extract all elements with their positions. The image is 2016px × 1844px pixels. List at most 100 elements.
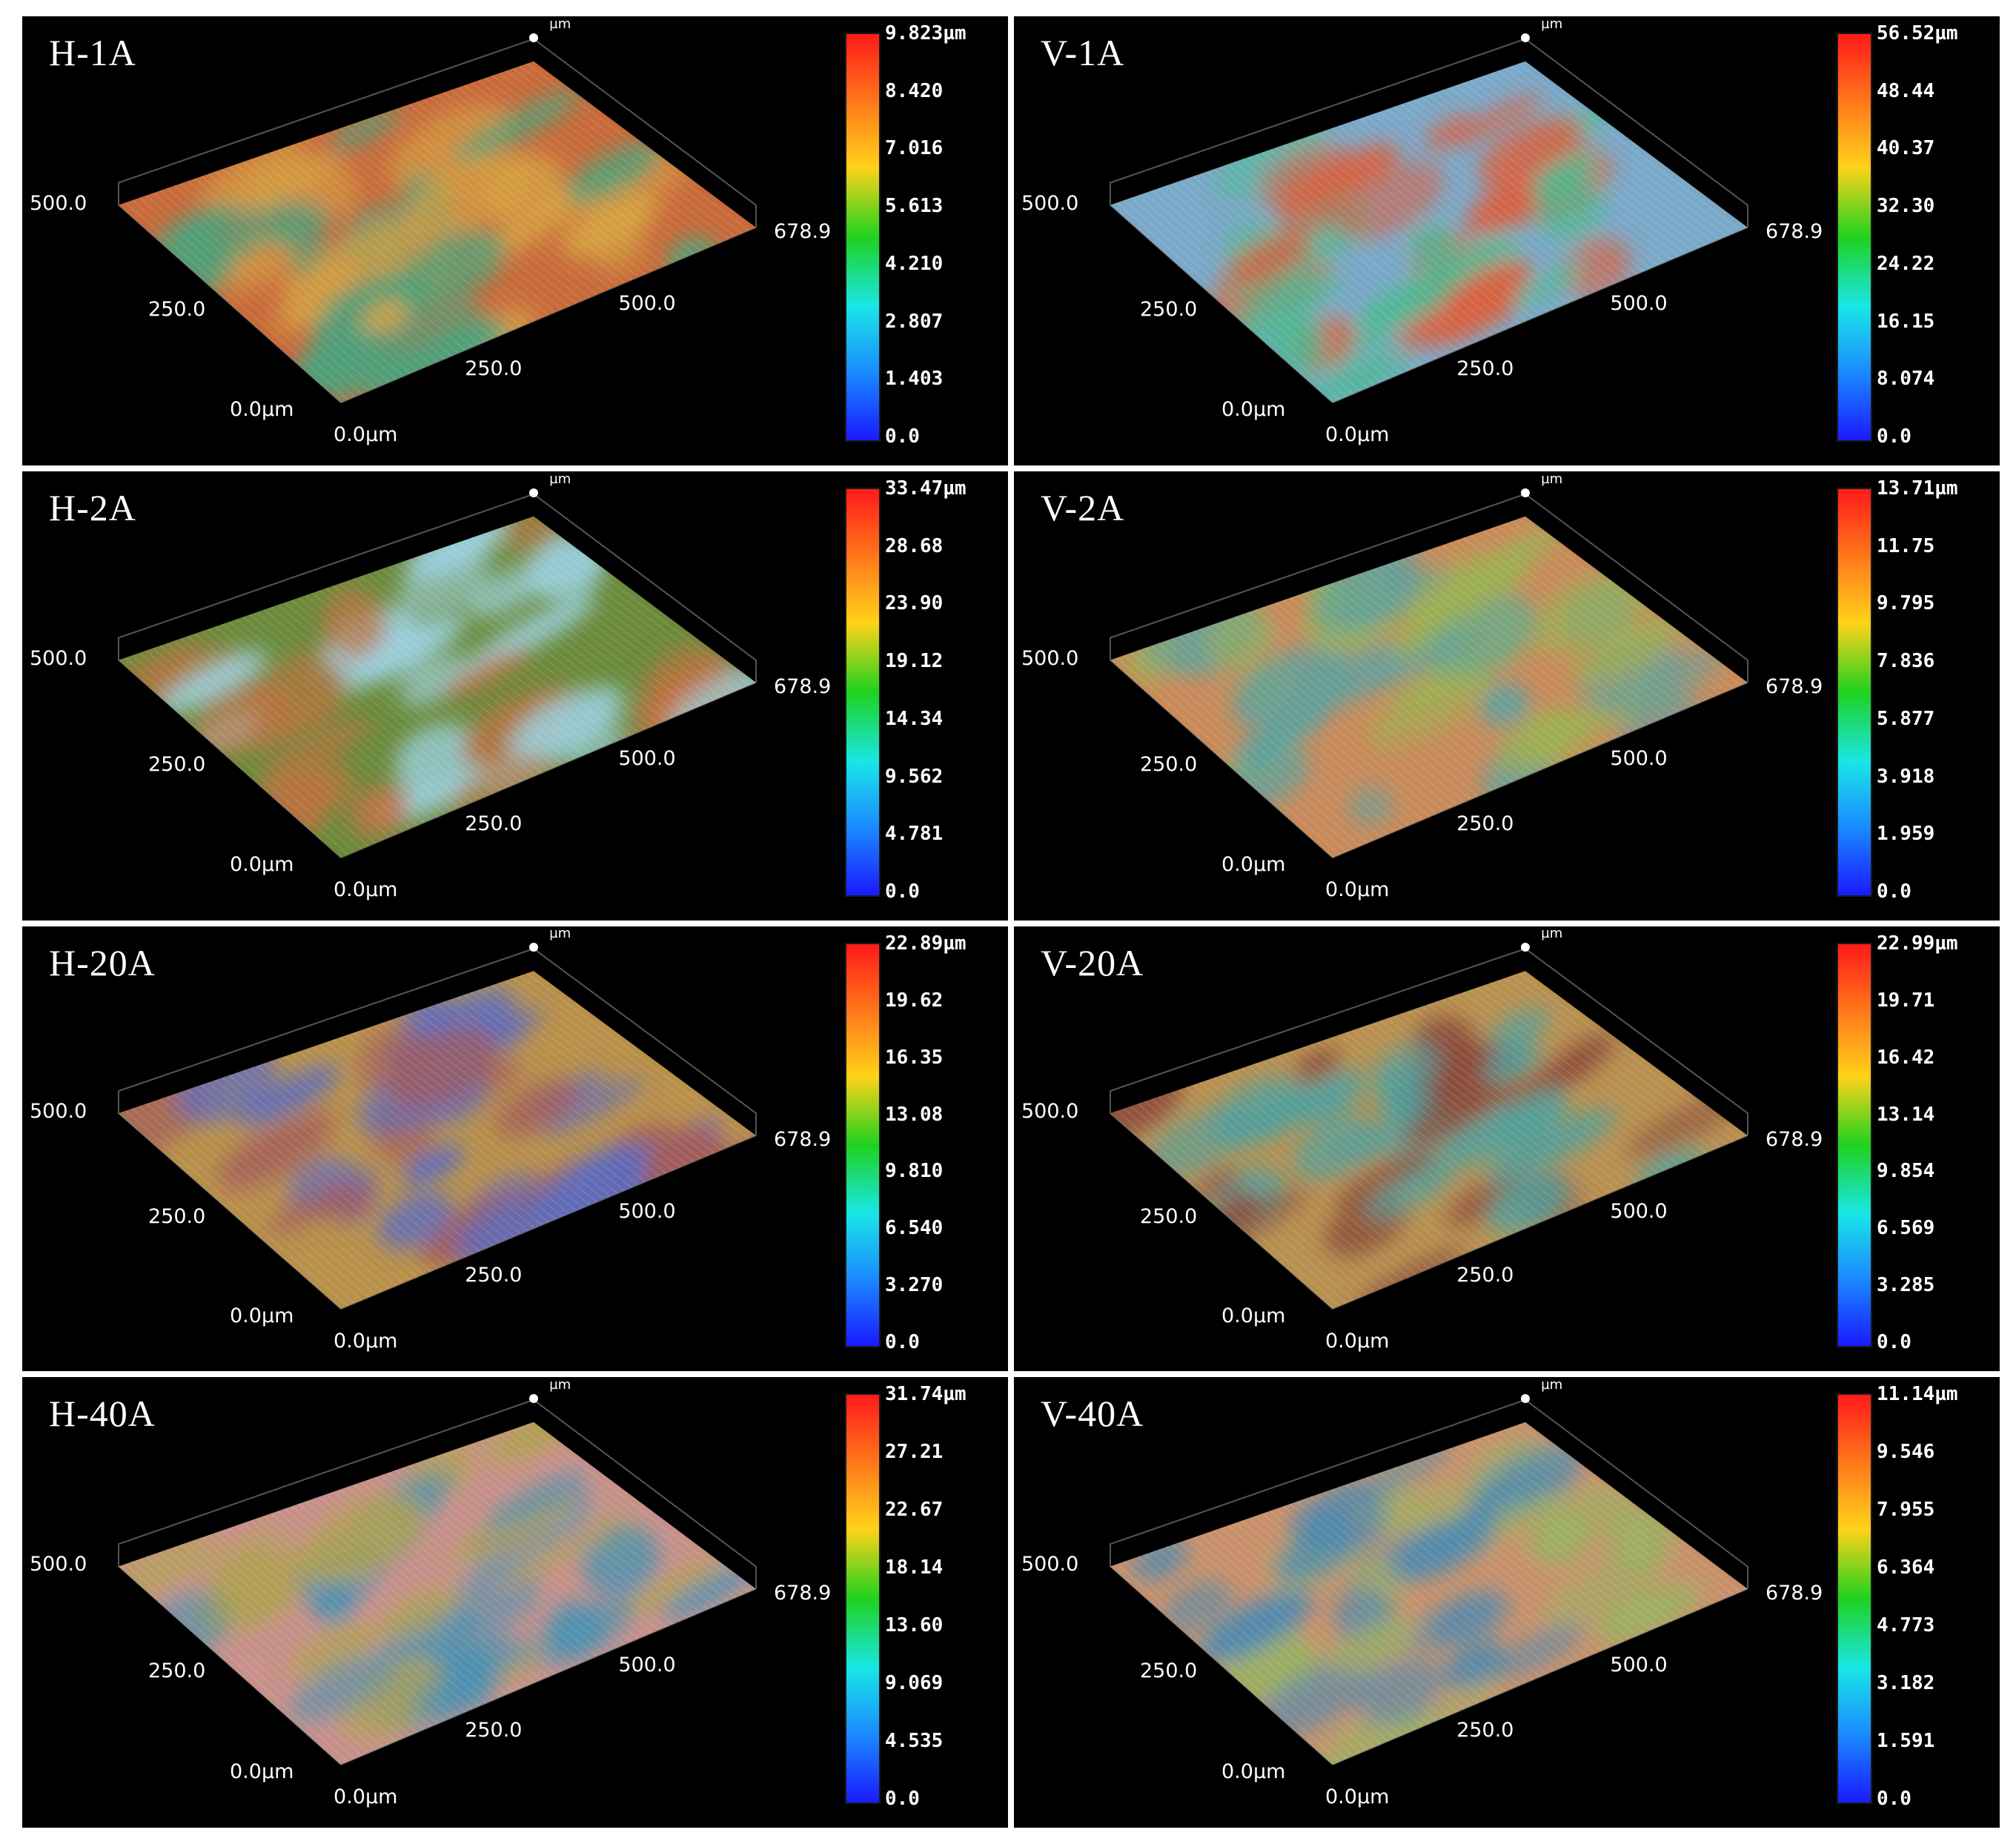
z-max-marker bbox=[529, 488, 538, 497]
axis-tick-label: 500.0 bbox=[1021, 646, 1079, 670]
colorbar-tick-label: 19.62 bbox=[885, 989, 944, 1012]
surface-panel-h-2a: H-2A33.47µm500.0250.00.0µm0.0µm250.0500.… bbox=[22, 471, 1008, 921]
colorbar bbox=[845, 1393, 881, 1804]
colorbar-tick-label: 9.810 bbox=[885, 1160, 944, 1183]
colorbar-tick-label: 13.08 bbox=[885, 1103, 944, 1126]
z-max-marker bbox=[1521, 1393, 1530, 1403]
colorbar bbox=[1837, 488, 1872, 897]
axis-tick-label: 678.9 bbox=[1765, 219, 1823, 243]
axis-tick-label: 500.0 bbox=[618, 1654, 676, 1677]
surface-plot bbox=[118, 1399, 757, 1765]
z-max-unit: µm bbox=[1541, 16, 1563, 32]
axis-tick-label: 500.0 bbox=[618, 1199, 676, 1223]
colorbar-tick-label: 2.807 bbox=[885, 310, 944, 333]
axis-tick-label: 500.0 bbox=[618, 747, 676, 771]
z-max-unit: µm bbox=[549, 16, 571, 32]
axis-tick-label: 678.9 bbox=[1765, 1581, 1823, 1605]
axis-tick-label: 0.0µm bbox=[230, 1760, 294, 1783]
z-max-marker bbox=[1521, 943, 1530, 952]
axis-tick-label: 250.0 bbox=[465, 1264, 523, 1287]
axis-tick-label: 0.0µm bbox=[1325, 878, 1390, 902]
colorbar-tick-label: 23.90 bbox=[885, 592, 944, 615]
colorbar-tick-label: 3.270 bbox=[885, 1274, 944, 1297]
panel-title: V-40A bbox=[1041, 1393, 1144, 1434]
surface-plot bbox=[1110, 947, 1748, 1310]
axis-tick-label: 500.0 bbox=[1021, 1100, 1079, 1123]
surface-panel-v-20a: V-20A22.99µm500.0250.00.0µm0.0µm250.0500… bbox=[1014, 926, 2000, 1371]
colorbar-tick-label: 11.14µm bbox=[1877, 1383, 1958, 1405]
colorbar-tick-label: 13.60 bbox=[885, 1614, 944, 1636]
colorbar-tick-label: 4.210 bbox=[885, 252, 944, 275]
axis-tick-label: 0.0µm bbox=[334, 1785, 398, 1808]
z-max-label: 31.74µm bbox=[541, 1377, 580, 1393]
axis-tick-label: 678.9 bbox=[1765, 674, 1823, 698]
axis-tick-label: 250.0 bbox=[1456, 1719, 1514, 1742]
colorbar-tick-label: 16.35 bbox=[885, 1046, 944, 1069]
z-max-value: 13.71 bbox=[1533, 471, 1571, 472]
axis-tick-label: 500.0 bbox=[1610, 1199, 1668, 1223]
axis-tick-label: 0.0µm bbox=[334, 1330, 398, 1353]
axis-tick-label: 0.0µm bbox=[1221, 853, 1286, 877]
panel-title: V-20A bbox=[1041, 942, 1144, 984]
axis-tick-label: 500.0 bbox=[618, 292, 676, 316]
z-max-marker bbox=[529, 943, 538, 952]
axes-frame bbox=[1110, 1399, 1748, 1765]
colorbar-tick-label: 18.14 bbox=[885, 1556, 944, 1579]
axis-tick-label: 250.0 bbox=[1456, 812, 1514, 835]
axis-tick-label: 250.0 bbox=[148, 1659, 206, 1683]
colorbar-tick-label: 1.959 bbox=[1877, 823, 1935, 846]
axis-tick-label: 500.0 bbox=[1021, 191, 1079, 215]
axis-tick-label: 250.0 bbox=[148, 297, 206, 321]
z-max-label: 11.14µm bbox=[1533, 1377, 1571, 1393]
colorbar-tick-label: 0.0 bbox=[885, 1788, 920, 1810]
z-max-marker bbox=[1521, 488, 1530, 497]
colorbar-tick-label: 5.613 bbox=[885, 195, 944, 218]
colorbar-tick-label: 8.420 bbox=[885, 79, 944, 102]
colorbar-tick-label: 4.773 bbox=[1877, 1614, 1935, 1636]
axis-tick-label: 250.0 bbox=[465, 1719, 523, 1742]
colorbar-tick-label: 27.21 bbox=[885, 1441, 944, 1463]
z-max-label: 13.71µm bbox=[1533, 471, 1571, 487]
colorbar-tick-label: 9.823µm bbox=[885, 22, 966, 44]
colorbar-tick-label: 0.0 bbox=[1877, 1331, 1911, 1353]
colorbar-tick-label: 19.71 bbox=[1877, 989, 1935, 1012]
z-max-value: 31.74 bbox=[541, 1377, 580, 1378]
axis-tick-label: 500.0 bbox=[30, 1553, 87, 1576]
axis-tick-label: 250.0 bbox=[1140, 752, 1198, 776]
colorbar bbox=[845, 943, 881, 1347]
colorbar-tick-label: 8.074 bbox=[1877, 368, 1935, 391]
colorbar-tick-label: 14.34 bbox=[885, 707, 944, 730]
colorbar-tick-label: 13.14 bbox=[1877, 1103, 1935, 1126]
colorbar-tick-label: 1.403 bbox=[885, 368, 944, 391]
colorbar-tick-label: 7.836 bbox=[1877, 650, 1935, 673]
axis-tick-label: 0.0µm bbox=[1221, 1760, 1286, 1783]
colorbar-tick-label: 13.71µm bbox=[1877, 477, 1958, 500]
axis-tick-label: 500.0 bbox=[1610, 1654, 1668, 1677]
surface-plot bbox=[1110, 38, 1748, 404]
axis-tick-label: 250.0 bbox=[148, 1205, 206, 1228]
colorbar-tick-label: 40.37 bbox=[1877, 137, 1935, 160]
axis-tick-label: 678.9 bbox=[774, 219, 832, 243]
axis-tick-label: 500.0 bbox=[30, 646, 87, 670]
axis-tick-label: 0.0µm bbox=[334, 878, 398, 902]
colorbar-tick-label: 16.42 bbox=[1877, 1046, 1935, 1069]
colorbar-tick-label: 9.546 bbox=[1877, 1441, 1935, 1463]
colorbar-tick-label: 22.67 bbox=[885, 1499, 944, 1521]
surface-plot bbox=[1110, 493, 1748, 859]
colorbar-tick-label: 6.569 bbox=[1877, 1217, 1935, 1240]
axis-tick-label: 0.0µm bbox=[334, 423, 398, 447]
z-max-value: 11.14 bbox=[1533, 1377, 1571, 1378]
panel-title: V-2A bbox=[1041, 487, 1125, 528]
colorbar-tick-label: 6.364 bbox=[1877, 1556, 1935, 1579]
colorbar-tick-label: 4.535 bbox=[885, 1730, 944, 1752]
colorbar-tick-label: 9.854 bbox=[1877, 1160, 1935, 1183]
z-max-unit: µm bbox=[549, 926, 571, 941]
surface-plot bbox=[118, 947, 757, 1310]
z-max-value: 56.52 bbox=[1533, 16, 1571, 17]
colorbar-tick-label: 22.99µm bbox=[1877, 932, 1958, 955]
colorbar-tick-label: 0.0 bbox=[885, 1331, 920, 1353]
colorbar bbox=[1837, 1393, 1872, 1804]
z-max-value: 33.47 bbox=[541, 471, 580, 472]
axis-tick-label: 0.0µm bbox=[230, 853, 294, 877]
surface-plot bbox=[118, 38, 757, 404]
